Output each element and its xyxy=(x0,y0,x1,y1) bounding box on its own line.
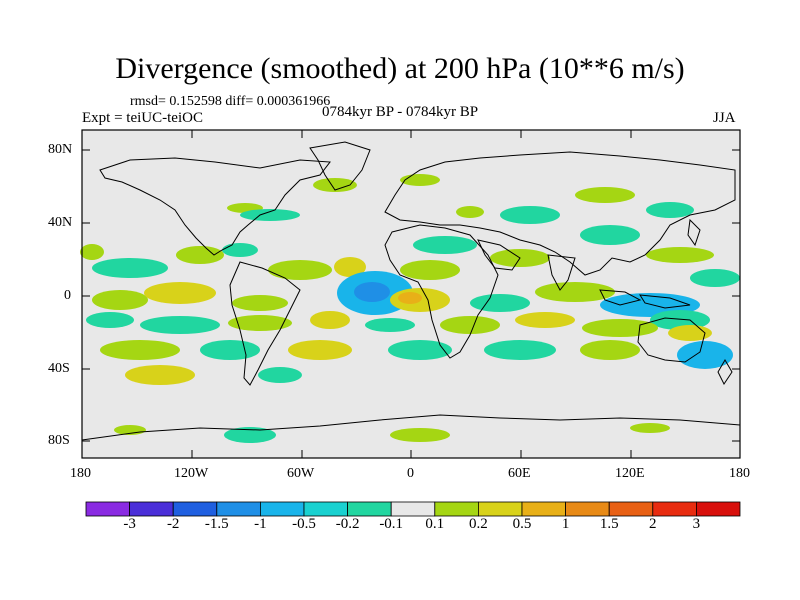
lat-label-40s: 40S xyxy=(48,361,70,376)
colorbar-swatch xyxy=(347,501,392,517)
colorbar-swatch xyxy=(565,501,610,517)
colorbar-swatch xyxy=(85,501,130,517)
colorbar-tick-label: -0.1 xyxy=(379,516,404,532)
colorbar-tick-label: -0.2 xyxy=(335,516,360,532)
lon-label-60w: 60W xyxy=(287,466,315,481)
colorbar-swatch xyxy=(303,501,348,517)
colorbar-swatch xyxy=(172,501,218,517)
colorbar-swatch xyxy=(390,501,436,517)
lat-label-40n: 40N xyxy=(48,215,73,230)
colorbar-tick-label: -2 xyxy=(166,516,180,532)
colorbar-tick-label: -1.5 xyxy=(204,516,229,532)
lon-label-120e: 120E xyxy=(615,466,645,481)
colorbar-swatch xyxy=(696,501,741,517)
experiment-label: Expt = teiUC-teiOC xyxy=(82,110,203,126)
lat-label-80n: 80N xyxy=(48,142,73,157)
colorbar-tick-label: 0.1 xyxy=(425,516,445,532)
colorbar-swatch xyxy=(477,501,523,517)
colorbar-tick-label: -3 xyxy=(123,516,136,532)
lat-label-eq: 0 xyxy=(64,288,71,303)
stats-line: rmsd= 0.152598 diff= 0.000361966 xyxy=(130,94,331,109)
colorbar xyxy=(85,501,741,517)
colorbar-swatch xyxy=(129,501,174,517)
colorbar-tick-label: -0.5 xyxy=(292,516,316,532)
season-label: JJA xyxy=(713,110,736,126)
colorbar-tick-label: 2 xyxy=(649,516,657,532)
colorbar-swatch xyxy=(259,501,305,517)
colorbar-tick-label: -1 xyxy=(254,516,267,532)
colorbar-swatch xyxy=(434,501,479,517)
lon-label-180w: 180 xyxy=(70,466,91,481)
colorbar-tick-label: 0.5 xyxy=(512,516,532,532)
period-label: 0784kyr BP - 0784kyr BP xyxy=(322,104,479,120)
colorbar-tick-label: 3 xyxy=(692,516,701,532)
divergence-field xyxy=(80,174,740,443)
colorbar-tick-label: 1 xyxy=(561,516,570,532)
lon-ticks xyxy=(81,130,741,458)
colorbar-swatch xyxy=(521,501,566,517)
lat-ticks xyxy=(82,149,740,442)
plot-title: Divergence (smoothed) at 200 hPa (10**6 … xyxy=(115,52,685,85)
lon-label-60e: 60E xyxy=(508,466,531,481)
lon-label-180e: 180 xyxy=(729,466,750,481)
lon-label-0: 0 xyxy=(407,466,414,481)
lon-label-120w: 120W xyxy=(174,466,209,481)
colorbar-swatch xyxy=(216,501,261,517)
colorbar-tick-label: 1.5 xyxy=(599,516,619,532)
colorbar-swatch xyxy=(608,501,654,517)
lat-label-80s: 80S xyxy=(48,433,70,448)
colorbar-swatch xyxy=(652,501,697,517)
colorbar-tick-label: 0.2 xyxy=(469,516,488,532)
coastlines xyxy=(81,141,741,441)
